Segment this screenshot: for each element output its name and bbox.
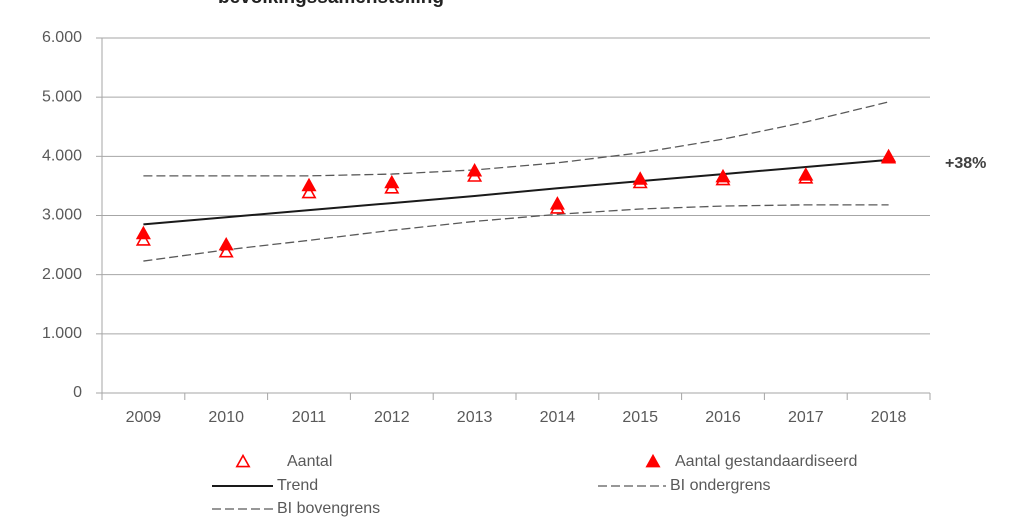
legend-label: BI ondergrens bbox=[670, 477, 771, 494]
legend-marker bbox=[235, 453, 251, 468]
point bbox=[135, 232, 151, 246]
point bbox=[218, 244, 234, 258]
annotation: +38% bbox=[945, 155, 986, 172]
x-tick-label: 2011 bbox=[292, 409, 327, 426]
point bbox=[632, 171, 648, 185]
legend-label: BI bovengrens bbox=[277, 500, 380, 517]
x-tick-label: 2010 bbox=[208, 409, 244, 426]
x-tick-label: 2013 bbox=[457, 409, 493, 426]
y-tick-label: 5.000 bbox=[42, 88, 82, 105]
y-tick-label: 4.000 bbox=[42, 148, 82, 165]
point bbox=[881, 148, 897, 163]
x-tick-label: 2018 bbox=[871, 409, 907, 426]
series-line bbox=[143, 204, 889, 262]
point bbox=[301, 177, 317, 192]
y-tick-label: 6.000 bbox=[42, 29, 82, 46]
series-line bbox=[143, 101, 889, 177]
legend-label: Trend bbox=[277, 477, 318, 494]
y-tick-label: 0 bbox=[73, 384, 82, 401]
point bbox=[301, 184, 317, 199]
x-tick-label: 2015 bbox=[622, 409, 658, 426]
point bbox=[798, 167, 814, 181]
point bbox=[467, 162, 483, 177]
x-tick-label: 2012 bbox=[374, 409, 410, 426]
x-tick-label: 2014 bbox=[540, 409, 576, 426]
y-tick-label: 1.000 bbox=[42, 325, 82, 342]
legend-label: Aantal bbox=[287, 453, 332, 470]
legend-marker bbox=[645, 453, 661, 468]
point bbox=[549, 196, 565, 210]
chart-title: bevolkingssamenstelling bbox=[218, 0, 444, 8]
y-tick-label: 2.000 bbox=[42, 266, 82, 283]
x-tick-label: 2017 bbox=[788, 409, 824, 426]
point bbox=[135, 225, 151, 240]
x-tick-label: 2016 bbox=[705, 409, 741, 426]
series-line bbox=[143, 158, 889, 226]
point bbox=[218, 236, 234, 251]
point bbox=[384, 174, 400, 189]
point bbox=[715, 168, 731, 183]
y-tick-label: 3.000 bbox=[42, 207, 82, 224]
x-tick-label: 2009 bbox=[126, 409, 162, 426]
legend-label: Aantal gestandaardiseerd bbox=[675, 453, 857, 470]
